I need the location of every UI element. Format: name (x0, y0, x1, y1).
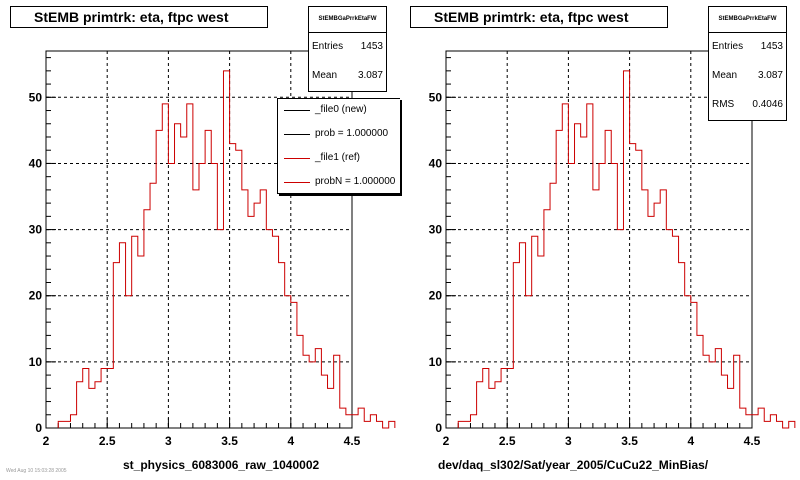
stats-key: RMS (712, 99, 735, 110)
legend-label: probN = 1.000000 (315, 176, 396, 187)
y-tick-label: 50 (29, 90, 43, 104)
y-tick-label: 10 (429, 355, 443, 369)
plot-frame (445, 50, 753, 429)
y-tick-label: 10 (29, 355, 43, 369)
legend-entry: _file1 (ref) (278, 147, 403, 171)
y-tick-label: 40 (29, 156, 43, 170)
stats-box: StEMBGaPrrkEtaFW Entries 1453 Mean 3.087… (708, 6, 787, 121)
stats-box: StEMBGaPrrkEtaFW Entries 1453 Mean 3.087 (308, 6, 387, 92)
legend-line-icon (284, 134, 310, 135)
x-tick-label: 4 (687, 434, 694, 448)
chart-title: StEMB primtrk: eta, ftpc west (410, 6, 668, 28)
histogram-series-line (457, 70, 796, 429)
y-tick-label: 30 (429, 223, 443, 237)
y-tick-label: 20 (29, 289, 43, 303)
stats-box-header: StEMBGaPrrkEtaFW (309, 7, 386, 33)
legend-line-icon (284, 110, 310, 111)
legend-entry: _file0 (new) (278, 99, 403, 123)
x-tick-label: 4.5 (744, 434, 761, 448)
histogram-panel-left: 2 2.5 3 3.5 4 4.5 0 10 20 30 40 50 StEMB primtrk: e… (10, 6, 400, 472)
legend-line-icon (284, 182, 310, 183)
stats-key: Entries (312, 41, 344, 52)
legend-entry: prob = 1.000000 (278, 123, 403, 147)
x-tick-label: 3 (565, 434, 572, 448)
x-tick-label: 3.5 (221, 434, 238, 448)
stats-key: Mean (712, 70, 738, 81)
y-tick-label: 0 (35, 421, 42, 435)
x-axis-title: st_physics_6083006_raw_1040002 (123, 458, 320, 472)
histogram-panel-right: 2 2.5 3 3.5 4 4.5 0 10 20 30 40 50 StEMB primtrk: e… (400, 0, 800, 480)
x-tick-label: 2.5 (499, 434, 516, 448)
x-axis-title: dev/daq_sl302/Sat/year_2005/CuCu22_MinBi… (438, 458, 709, 472)
y-tick-label: 0 (435, 421, 442, 435)
stats-row-mean: Mean 3.087 (309, 62, 386, 91)
y-tick-label: 50 (429, 90, 443, 104)
x-tick-label: 4 (287, 434, 294, 448)
histogram-series-line (57, 70, 396, 429)
y-tick-label: 20 (429, 289, 443, 303)
legend: _file0 (new) prob = 1.000000 _file1 (ref… (277, 98, 400, 194)
chart-title: StEMB primtrk: eta, ftpc west (10, 6, 268, 28)
x-tick-label: 4.5 (344, 434, 361, 448)
x-tick-label: 2 (443, 434, 450, 448)
legend-label: prob = 1.000000 (315, 128, 389, 139)
stats-row-entries: Entries 1453 (309, 33, 386, 62)
x-tick-label: 2 (43, 434, 50, 448)
legend-line-icon (284, 158, 310, 159)
x-tick-label: 3 (165, 434, 172, 448)
x-tick-label: 2.5 (99, 434, 116, 448)
legend-label: _file1 (ref) (315, 152, 361, 163)
stats-key: Mean (312, 70, 338, 81)
footer-timestamp: Wed Aug 10 15:03:28 2005 (6, 468, 67, 474)
stats-row-rms: RMS 0.4046 (709, 91, 786, 120)
chart-plot-right: 2 2.5 3 3.5 4 4.5 0 10 20 30 40 50 (429, 50, 796, 448)
stats-row-entries: Entries 1453 (709, 33, 786, 62)
legend-label: _file0 (new) (315, 104, 367, 115)
stats-box-header: StEMBGaPrrkEtaFW (709, 7, 786, 33)
stats-key: Entries (712, 41, 744, 52)
legend-entry: probN = 1.000000 (278, 171, 403, 195)
x-tick-label: 3.5 (621, 434, 638, 448)
stats-value: 3.087 (357, 70, 383, 81)
stats-value: 3.087 (757, 70, 783, 81)
stats-value: 1453 (760, 41, 783, 52)
stats-value: 1453 (360, 41, 383, 52)
y-tick-label: 40 (429, 156, 443, 170)
stats-value: 0.4046 (752, 99, 783, 110)
stats-row-mean: Mean 3.087 (709, 62, 786, 91)
y-tick-label: 30 (29, 223, 43, 237)
